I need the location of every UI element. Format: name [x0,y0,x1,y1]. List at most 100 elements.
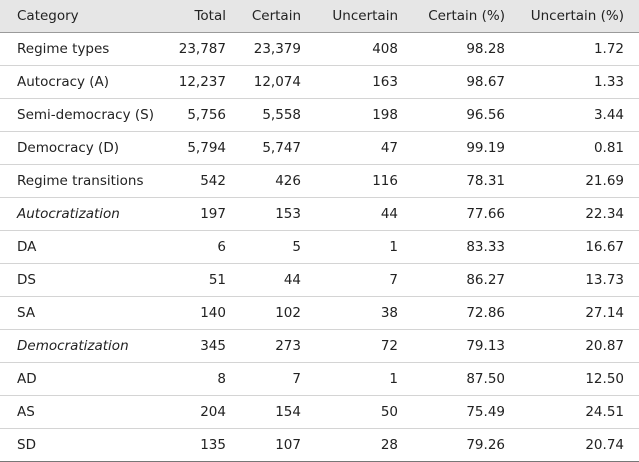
table-row: Autocratization 197 153 44 77.66 22.34 [0,197,639,231]
value-cell: 116 [311,164,408,198]
table-row: Autocracy (A) 12,237 12,074 163 98.67 1.33 [0,65,639,99]
value-cell: 542 [160,164,236,198]
value-cell: 44 [311,197,408,231]
value-cell: 197 [160,197,236,231]
value-cell: 20.74 [515,428,639,462]
header-cell: Certain [236,0,311,33]
value-cell: 99.19 [408,131,515,165]
value-cell: 16.67 [515,230,639,264]
value-cell: 12,237 [160,65,236,99]
value-cell: 153 [236,197,311,231]
category-cell: DS [0,263,160,297]
table-row: SA 140 102 38 72.86 27.14 [0,296,639,330]
value-cell: 6 [160,230,236,264]
table-row: AS 204 154 50 75.49 24.51 [0,395,639,429]
value-cell: 1.33 [515,65,639,99]
value-cell: 50 [311,395,408,429]
value-cell: 204 [160,395,236,429]
value-cell: 98.67 [408,65,515,99]
value-cell: 198 [311,98,408,132]
value-cell: 1 [311,362,408,396]
value-cell: 78.31 [408,164,515,198]
value-cell: 72.86 [408,296,515,330]
value-cell: 5,747 [236,131,311,165]
value-cell: 5 [236,230,311,264]
header-cell: Certain (%) [408,0,515,33]
value-cell: 28 [311,428,408,462]
value-cell: 8 [160,362,236,396]
header-cell: Uncertain [311,0,408,33]
category-cell: Autocracy (A) [0,65,160,99]
value-cell: 163 [311,65,408,99]
category-cell: Democracy (D) [0,131,160,165]
value-cell: 87.50 [408,362,515,396]
value-cell: 72 [311,329,408,363]
table-body: Regime types 23,787 23,379 408 98.28 1.72 Auto… [0,32,639,462]
value-cell: 75.49 [408,395,515,429]
value-cell: 0.81 [515,131,639,165]
category-cell: SD [0,428,160,462]
value-cell: 96.56 [408,98,515,132]
value-cell: 51 [160,263,236,297]
category-cell: AS [0,395,160,429]
header-cell: Category [0,0,160,33]
value-cell: 345 [160,329,236,363]
value-cell: 135 [160,428,236,462]
value-cell: 79.13 [408,329,515,363]
value-cell: 22.34 [515,197,639,231]
table-row: DS 51 44 7 86.27 13.73 [0,263,639,297]
value-cell: 7 [311,263,408,297]
header-row: Category Total Certain Uncertain Certain (%)… [0,0,639,33]
value-cell: 273 [236,329,311,363]
category-cell: Regime transitions [0,164,160,198]
value-cell: 38 [311,296,408,330]
value-cell: 5,794 [160,131,236,165]
table-row: Democratization 345 273 72 79.13 20.87 [0,329,639,363]
value-cell: 1 [311,230,408,264]
category-cell: Regime types [0,32,160,66]
header-cell: Uncertain (%) [515,0,639,33]
table-row: DA 6 5 1 83.33 16.67 [0,230,639,264]
table-row: Regime transitions 542 426 116 78.31 21.69 [0,164,639,198]
table-row: Democracy (D) 5,794 5,747 47 99.19 0.81 [0,131,639,165]
value-cell: 23,379 [236,32,311,66]
category-cell: Autocratization [0,197,160,231]
value-cell: 44 [236,263,311,297]
value-cell: 154 [236,395,311,429]
table-row: SD 135 107 28 79.26 20.74 [0,428,639,462]
value-cell: 20.87 [515,329,639,363]
value-cell: 98.28 [408,32,515,66]
value-cell: 13.73 [515,263,639,297]
value-cell: 140 [160,296,236,330]
value-cell: 3.44 [515,98,639,132]
value-cell: 79.26 [408,428,515,462]
table-row: AD 8 7 1 87.50 12.50 [0,362,639,396]
value-cell: 83.33 [408,230,515,264]
value-cell: 12,074 [236,65,311,99]
value-cell: 426 [236,164,311,198]
value-cell: 5,558 [236,98,311,132]
value-cell: 12.50 [515,362,639,396]
table-row: Semi-democracy (S) 5,756 5,558 198 96.56 3.44 [0,98,639,132]
value-cell: 7 [236,362,311,396]
table-header: Category Total Certain Uncertain Certain (%)… [0,0,639,33]
value-cell: 23,787 [160,32,236,66]
value-cell: 24.51 [515,395,639,429]
value-cell: 408 [311,32,408,66]
value-cell: 86.27 [408,263,515,297]
category-cell: AD [0,362,160,396]
table-row: Regime types 23,787 23,379 408 98.28 1.72 [0,32,639,66]
category-cell: SA [0,296,160,330]
header-cell: Total [160,0,236,33]
category-cell: DA [0,230,160,264]
category-cell: Democratization [0,329,160,363]
category-cell: Semi-democracy (S) [0,98,160,132]
value-cell: 107 [236,428,311,462]
value-cell: 47 [311,131,408,165]
value-cell: 27.14 [515,296,639,330]
value-cell: 21.69 [515,164,639,198]
value-cell: 77.66 [408,197,515,231]
value-cell: 5,756 [160,98,236,132]
